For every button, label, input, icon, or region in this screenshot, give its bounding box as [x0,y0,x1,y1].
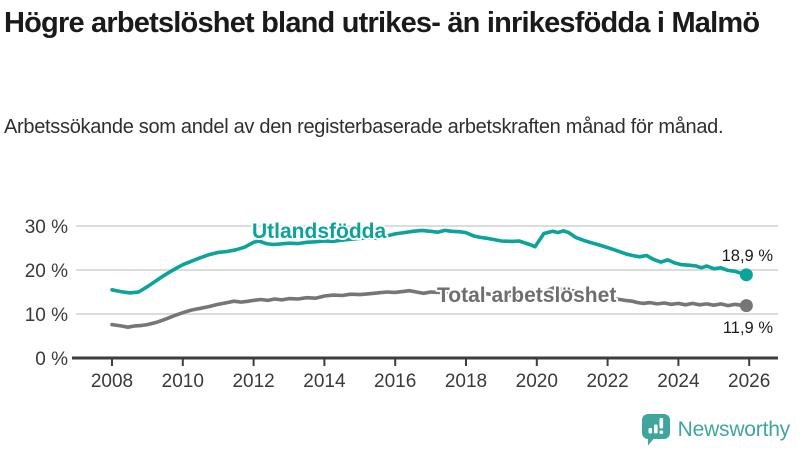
series-line-0 [110,228,749,295]
y-axis-tick-label: 20 % [25,261,68,282]
series-end-dot-1 [739,299,753,313]
x-axis-tick-label: 2016 [374,371,416,392]
bar-chart-speech-bubble-icon [641,414,670,446]
x-axis-tick-label: 2014 [303,371,346,392]
end-value-label-1: 11,9 % [723,319,773,337]
y-axis-tick-label: 10 % [25,305,68,326]
x-axis-tick-label: 2026 [728,371,770,392]
chart-subtitle: Arbetssökande som andel av den registerb… [4,116,724,138]
series-line-1 [110,285,749,329]
line-chart: Utlandsfödda Total arbetslöshet 18,9 % 11,9… [25,217,778,392]
y-axis-tick-label: 30 % [25,217,68,238]
page-title: Högre arbetslöshet bland utrikes- än inr… [4,7,760,39]
brand-name: Newsworthy [677,417,791,441]
end-value-label-0: 18,9 % [722,247,774,265]
newsworthy-link[interactable]: Newsworthy [641,413,790,446]
x-axis-tick-label: 2018 [445,371,487,392]
series-end-dot-0 [739,268,753,282]
series-label-1: Total arbetslöshet [437,284,616,307]
x-axis-tick-label: 2022 [586,371,628,392]
x-axis-tick-label: 2008 [91,371,133,392]
x-axis-tick-label: 2020 [516,371,558,392]
x-axis-tick-label: 2024 [657,371,700,392]
x-axis-tick-label: 2010 [162,371,204,392]
y-axis-tick-label: 0 % [35,349,68,370]
x-axis-tick-label: 2012 [232,371,274,392]
series-label-0: Utlandsfödda [252,220,386,243]
